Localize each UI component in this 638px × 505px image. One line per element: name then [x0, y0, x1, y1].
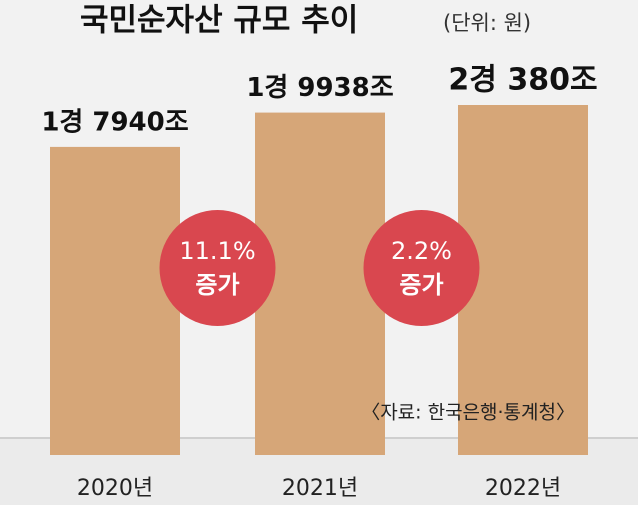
source: 〈자료: 한국은행·통계청〉 [361, 402, 575, 424]
change-text: 증가 [195, 271, 239, 299]
chart-title: 국민순자산 규모 추이 [80, 3, 358, 39]
change-badge [159, 210, 276, 326]
value-label: 1경 9938조 [246, 73, 393, 103]
change-text: 증가 [399, 271, 443, 299]
change-value: 2.2% [391, 237, 452, 265]
value-label: 2경 380조 [448, 63, 597, 98]
x-tick-label: 2021년 [282, 476, 358, 501]
chart-subtitle: (단위: 원) [443, 11, 531, 35]
x-tick-label: 2022년 [485, 476, 561, 501]
bar [50, 146, 180, 456]
x-tick-label: 2020년 [77, 476, 153, 501]
change-value: 11.1% [179, 237, 255, 265]
change-badge [363, 210, 480, 326]
value-label: 1경 7940조 [41, 107, 188, 137]
bar [255, 112, 385, 456]
bar [458, 105, 588, 455]
